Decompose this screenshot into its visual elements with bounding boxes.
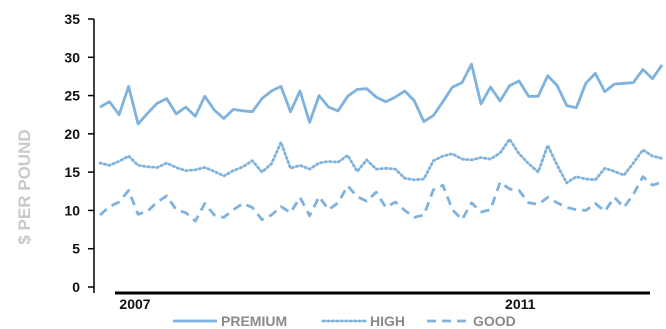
y-tick-label: 30 <box>64 49 80 65</box>
y-tick-label: 15 <box>64 164 80 180</box>
legend: PREMIUM HIGH GOOD <box>173 313 516 329</box>
y-tick-label: 10 <box>64 202 80 218</box>
y-tick-label: 35 <box>64 11 80 27</box>
series-line-good <box>99 175 663 223</box>
y-tick-label: 25 <box>64 88 80 104</box>
x-axis: 2007 2011 <box>115 291 650 312</box>
legend-label-premium: PREMIUM <box>221 313 287 329</box>
y-tick-label: 5 <box>72 241 80 257</box>
y-axis: 0 5 10 15 20 25 30 35 <box>64 11 95 295</box>
series-line-high <box>98 137 664 185</box>
y-tick-label: 0 <box>72 279 80 295</box>
y-axis-title: $ PER POUND <box>15 129 34 244</box>
series-lines <box>98 62 664 223</box>
x-tick-label: 2011 <box>505 296 536 312</box>
legend-label-high: HIGH <box>370 313 405 329</box>
series-line-premium <box>99 62 664 126</box>
x-tick-label: 2007 <box>119 296 150 312</box>
y-tick-label: 20 <box>64 126 80 142</box>
legend-label-good: GOOD <box>473 313 516 329</box>
